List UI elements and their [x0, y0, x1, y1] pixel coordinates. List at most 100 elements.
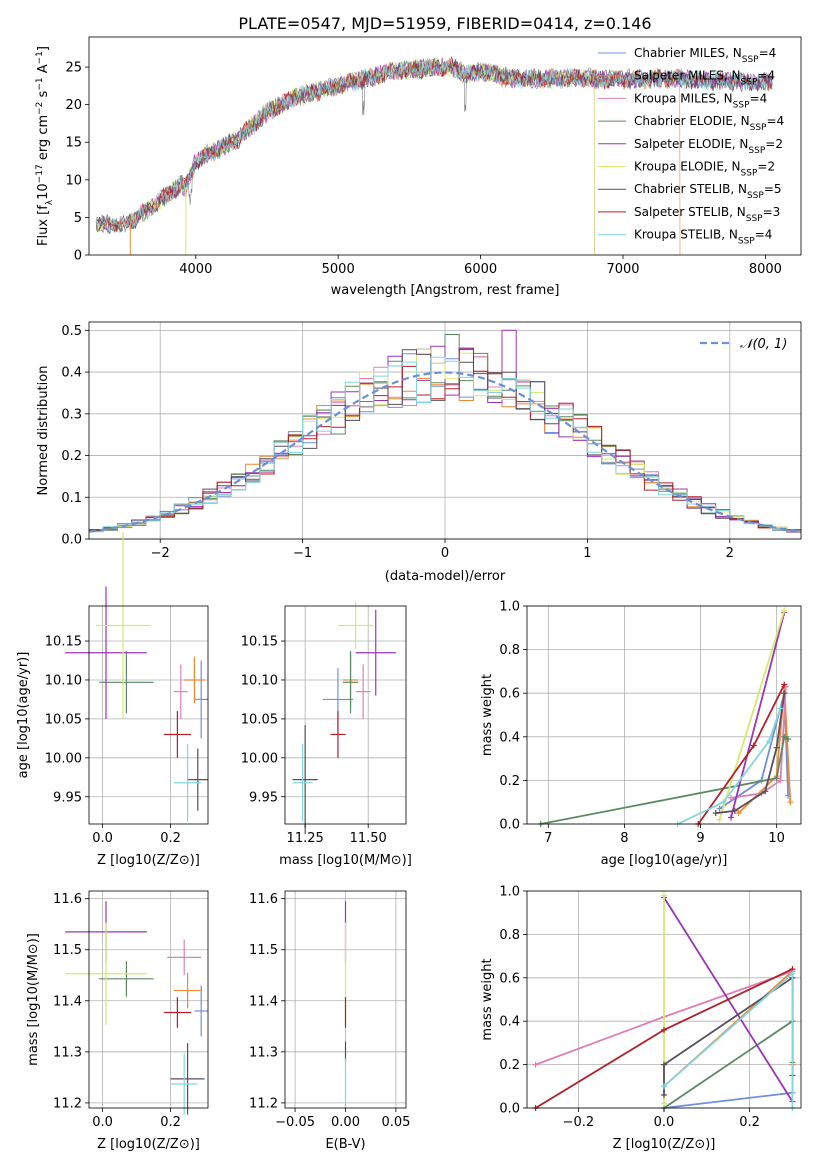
- x-tick-label: −0.2: [563, 1115, 595, 1130]
- y-tick-label: 0.2: [499, 1058, 520, 1073]
- x-tick-label: 0.2: [160, 1115, 181, 1130]
- line-kroupa-elodie: [718, 610, 786, 820]
- marker: [661, 892, 667, 899]
- legend: Chabrier MILES, NSSP=4 Salpeter MILES, NS…: [598, 46, 784, 247]
- y-tick-label: 0.8: [499, 643, 520, 658]
- line-kroupa-stelib: [677, 708, 782, 825]
- x-tick-label: 0.0: [92, 831, 113, 846]
- panel-mass_weight_vs_age: 7 8 9 10 0.0 0.2 0.4 0.6 0.8 1.0 age [log10(age/yr…: [480, 600, 802, 868]
- y-tick-label: 10.15: [45, 635, 82, 650]
- data-point: [99, 651, 154, 714]
- model-spectrum-salpeter-stelib: [96, 55, 773, 235]
- panel-age_vs_mass: 11.25 11.50 9.95 10.00 10.05 10.10 10.15 mass […: [241, 602, 412, 868]
- y-tick-label: 11.2: [249, 1096, 278, 1111]
- y-axis-label: Normed distribution: [36, 366, 51, 496]
- y-tick-label: 11.6: [53, 892, 82, 907]
- y-tick-label: 10.00: [241, 751, 278, 766]
- data-point: [174, 664, 188, 719]
- legend-label: Kroupa MILES, NSSP=4: [634, 91, 767, 110]
- marker: [735, 810, 742, 817]
- panel-residuals: −2 −1 0 1 2 0.0 0.1 0.2 0.3 0.4 0.5 Normed distribu…: [36, 321, 802, 584]
- data-point: [187, 748, 208, 811]
- marker: [661, 1061, 667, 1068]
- y-tick-label: 0.0: [499, 818, 520, 833]
- y-tick-label: 10.10: [241, 673, 278, 688]
- axes-frame: [284, 890, 407, 1109]
- x-tick-label: 10: [768, 831, 785, 846]
- line-chabrier-stelib: [663, 976, 794, 1095]
- legend-label: 𝒩(0, 1): [740, 337, 787, 352]
- panel-age_vs_Z: 0.0 0.2 9.95 10.00 10.05 10.10 10.15 Z [log10(Z…: [16, 532, 209, 868]
- plot-area: [65, 901, 208, 1115]
- data-point: [163, 997, 191, 1028]
- axes-frame: [284, 605, 407, 825]
- y-tick-label: 5: [74, 211, 82, 226]
- data-point: [167, 939, 202, 976]
- y-axis-label: age [log10(age/yr)]: [16, 652, 31, 779]
- legend-label: Salpeter MILES, NSSP=4: [634, 69, 775, 88]
- marker: [766, 738, 773, 745]
- y-axis-label: mass weight: [480, 674, 495, 756]
- marker: [727, 814, 734, 821]
- data-point: [184, 656, 205, 704]
- data-point: [174, 743, 202, 822]
- y-tick-label: 20: [65, 98, 82, 113]
- x-axis-label: Z [log10(Z/Z⊙)]: [97, 1137, 200, 1152]
- marker: [789, 970, 796, 977]
- y-tick-label: 10.00: [45, 751, 82, 766]
- marker: [773, 744, 780, 751]
- data-point: [95, 532, 151, 719]
- data-point: [174, 972, 202, 1009]
- legend-label: Chabrier ELODIE, NSSP=4: [634, 114, 784, 133]
- marker: [712, 810, 719, 817]
- data-point: [65, 922, 147, 1025]
- axes-frame: [88, 36, 802, 256]
- y-tick-label: 0.6: [499, 971, 520, 986]
- data-point: [337, 602, 374, 649]
- histogram-kroupa-stelib: [89, 356, 801, 533]
- marker: [785, 735, 792, 742]
- x-tick-label: 4000: [179, 262, 212, 277]
- x-axis-label: Z [log10(Z/Z⊙)]: [97, 853, 200, 868]
- y-tick-label: 9.95: [249, 790, 278, 805]
- axes-frame: [88, 890, 209, 1109]
- y-tick-label: 0.3: [61, 407, 82, 422]
- data-point: [292, 725, 318, 835]
- y-tick-label: 15: [65, 136, 82, 151]
- data-point: [65, 586, 147, 719]
- x-tick-label: 11.50: [350, 831, 387, 846]
- y-tick-label: 9.95: [53, 790, 82, 805]
- x-tick-label: 6000: [464, 262, 497, 277]
- x-tick-label: 0.2: [160, 831, 181, 846]
- x-tick-label: 1: [583, 546, 591, 561]
- legend-label: Chabrier STELIB, NSSP=5: [634, 182, 782, 201]
- y-tick-label: 0.4: [61, 366, 82, 381]
- y-tick-label: 0.2: [499, 774, 520, 789]
- y-tick-label: 11.5: [53, 943, 82, 958]
- line-salpeter-elodie: [730, 612, 786, 818]
- x-axis-label: (data-model)/error: [385, 569, 506, 584]
- marker: [661, 1083, 667, 1090]
- panel-spectrum: 4000 5000 6000 7000 8000 0 5 10 15 20 25 Flux [fλ10…: [35, 36, 802, 298]
- y-tick-label: 11.2: [53, 1096, 82, 1111]
- data-point: [330, 711, 346, 758]
- x-axis-label: E(B-V): [325, 1137, 365, 1152]
- marker: [773, 775, 780, 782]
- y-tick-label: 0.6: [499, 687, 520, 702]
- y-tick-label: 10: [65, 173, 82, 188]
- marker: [731, 807, 738, 814]
- data-point: [170, 1043, 205, 1115]
- marker: [777, 777, 784, 784]
- y-tick-label: 0.0: [499, 1102, 520, 1117]
- x-tick-label: 8000: [749, 262, 782, 277]
- plot-area: [292, 602, 396, 835]
- x-tick-label: 7: [544, 831, 552, 846]
- x-tick-label: 8: [620, 831, 628, 846]
- marker: [661, 1026, 667, 1033]
- legend-label: Chabrier MILES, NSSP=4: [634, 46, 776, 65]
- data-point: [355, 609, 396, 696]
- data-point: [194, 985, 208, 1037]
- data-point: [292, 743, 313, 822]
- x-tick-label: 0.2: [739, 1115, 760, 1130]
